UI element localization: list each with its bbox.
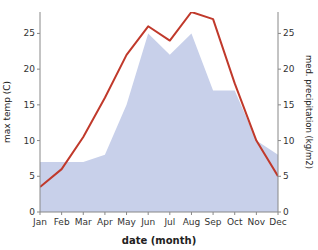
x-tick-label: Aug bbox=[183, 217, 201, 227]
y2-tick bbox=[278, 69, 281, 70]
y2-tick bbox=[278, 33, 281, 34]
line bbox=[40, 12, 278, 187]
x-tick-label: Jan bbox=[32, 217, 47, 227]
area bbox=[40, 33, 278, 212]
y-tick bbox=[37, 104, 40, 105]
x-tick bbox=[191, 212, 192, 215]
x-tick-label: Apr bbox=[97, 217, 113, 227]
x-tick bbox=[83, 212, 84, 215]
x-axis-line bbox=[40, 212, 278, 213]
x-tick-label: Mar bbox=[75, 217, 92, 227]
y-tick bbox=[37, 33, 40, 34]
plot-area bbox=[40, 12, 278, 212]
y-axis-line bbox=[40, 12, 41, 212]
x-tick-label: Jul bbox=[163, 217, 175, 227]
y2-tick bbox=[278, 104, 281, 105]
y-tick bbox=[37, 212, 40, 213]
x-tick-label: Sep bbox=[205, 217, 222, 227]
x-tick bbox=[169, 212, 170, 215]
y-tick bbox=[37, 140, 40, 141]
x-tick-label: Nov bbox=[248, 217, 266, 227]
x-tick bbox=[104, 212, 105, 215]
y2-tick-label: 15 bbox=[283, 100, 294, 110]
x-tick bbox=[234, 212, 235, 215]
x-tick bbox=[61, 212, 62, 215]
x-tick bbox=[126, 212, 127, 215]
y2-tick bbox=[278, 140, 281, 141]
y-tick-label: 15 bbox=[24, 100, 35, 110]
y2-tick bbox=[278, 212, 281, 213]
x-axis-label: date (month) bbox=[122, 235, 196, 246]
y-tick-label: 0 bbox=[29, 207, 35, 217]
y-tick bbox=[37, 176, 40, 177]
y-tick-label: 5 bbox=[29, 171, 35, 181]
y2-tick-label: 0 bbox=[283, 207, 289, 217]
y-tick-label: 10 bbox=[24, 136, 36, 146]
y-tick-label: 20 bbox=[24, 64, 36, 74]
y2-tick-label: 10 bbox=[283, 136, 295, 146]
x-tick-label: Dec bbox=[269, 217, 286, 227]
y2-tick bbox=[278, 176, 281, 177]
x-tick-label: Oct bbox=[227, 217, 243, 227]
y2-tick-label: 25 bbox=[283, 28, 294, 38]
y-tick-label: 25 bbox=[24, 28, 35, 38]
x-tick-label: Jun bbox=[140, 217, 155, 227]
x-tick-label: May bbox=[117, 217, 136, 227]
y2-axis-line bbox=[278, 12, 279, 212]
x-tick bbox=[256, 212, 257, 215]
y2-tick-label: 5 bbox=[283, 171, 289, 181]
y2-tick-label: 20 bbox=[283, 64, 295, 74]
chart: Jan Feb Mar Apr May Jun Jul Aug Sep Oct NovDec date… bbox=[0, 0, 318, 250]
x-tick bbox=[213, 212, 214, 215]
y-axis-label: max temp (C) bbox=[2, 81, 12, 143]
y2-axis-label: med. precipitation (kg/m2) bbox=[304, 55, 314, 169]
x-tick-label: Feb bbox=[54, 217, 70, 227]
y-tick bbox=[37, 69, 40, 70]
x-tick bbox=[148, 212, 149, 215]
